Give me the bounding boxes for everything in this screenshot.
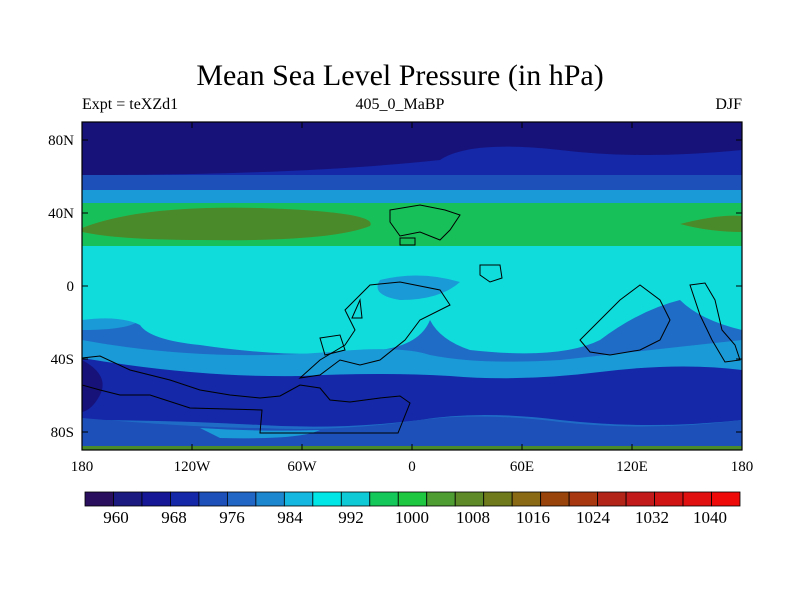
field-tropical-south <box>82 300 742 354</box>
experiment-label: Expt = teXZd1 <box>82 96 179 113</box>
lat-label-0: 0 <box>66 279 75 295</box>
colorbar-box <box>711 491 741 507</box>
axis-ticks <box>82 122 742 450</box>
period-label: 405_0_MaBP <box>355 96 445 113</box>
colorbar-label-1032: 1032 <box>635 508 669 527</box>
field-high-core-east <box>680 215 742 232</box>
field-south-deep-low <box>82 360 103 412</box>
lon-label-0: 0 <box>408 459 416 475</box>
colorbar-box <box>141 491 171 507</box>
colorbar-box <box>340 491 371 507</box>
coastline-pacific <box>689 282 741 363</box>
colorbar-box <box>170 491 200 507</box>
colorbar-box <box>511 491 542 507</box>
field-tropical-band <box>82 246 742 300</box>
lon-label-60e: 60E <box>509 459 535 475</box>
colorbar-label-984: 984 <box>277 508 303 527</box>
colorbar-box <box>312 491 342 507</box>
colorbar-box <box>625 491 655 507</box>
field-tropical-patch <box>377 275 460 300</box>
pressure-field <box>82 122 742 450</box>
coastline-islet <box>351 298 363 319</box>
season-label: DJF <box>715 96 742 113</box>
colorbar-box <box>483 491 513 507</box>
field-north-gradient <box>82 190 742 205</box>
coastline-madagascar <box>319 334 346 356</box>
lon-label-60w: 60W <box>287 459 317 475</box>
lat-label-40n: 40N <box>48 206 74 222</box>
colorbar-box <box>397 491 428 507</box>
lat-label-80n: 80N <box>48 133 74 149</box>
colorbar-label-976: 976 <box>219 508 245 527</box>
colorbar-label-1008: 1008 <box>456 508 490 527</box>
coastline-europe <box>389 204 461 241</box>
colorbar-box <box>426 491 456 507</box>
lat-label-80s: 80S <box>50 425 74 441</box>
colorbar-label-1040: 1040 <box>693 508 727 527</box>
colorbar-box <box>283 491 314 507</box>
colorbar-box <box>454 491 485 507</box>
coastline-australia <box>579 284 671 356</box>
colorbar-label-1016: 1016 <box>516 508 550 527</box>
colorbar-box <box>198 491 228 507</box>
map-title: Mean Sea Level Pressure (in hPa) <box>196 59 604 92</box>
colorbar-label-968: 968 <box>161 508 187 527</box>
coastline-antarctica <box>81 355 411 434</box>
colorbar <box>84 491 741 507</box>
colorbar-box <box>654 491 684 507</box>
lon-label-120w: 120W <box>173 459 211 475</box>
colorbar-box <box>113 491 143 507</box>
field-south-polar <box>82 416 742 450</box>
field-south-midlat <box>82 340 742 381</box>
coastline-africa <box>298 281 451 379</box>
lat-label-40s: 40S <box>50 352 74 368</box>
field-high-core-west <box>82 207 371 241</box>
colorbar-box <box>682 491 712 507</box>
coastlines <box>81 204 741 434</box>
colorbar-box <box>568 491 599 507</box>
colorbar-box <box>369 491 399 507</box>
colorbar-label-1000: 1000 <box>395 508 429 527</box>
coastline-arabia <box>479 264 503 283</box>
lon-label-180w: 180 <box>70 459 94 475</box>
colorbar-box <box>226 491 257 507</box>
coastline-island <box>399 237 416 246</box>
colorbar-box <box>255 491 285 507</box>
colorbar-box <box>597 491 627 507</box>
lon-label-180e: 180 <box>730 459 754 475</box>
colorbar-box <box>540 491 570 507</box>
lon-label-120e: 120E <box>616 459 648 475</box>
colorbar-label-992: 992 <box>338 508 364 527</box>
field-north-deep-low <box>82 122 742 175</box>
colorbar-box <box>84 491 114 507</box>
colorbar-label-960: 960 <box>103 508 129 527</box>
colorbar-label-1024: 1024 <box>576 508 610 527</box>
